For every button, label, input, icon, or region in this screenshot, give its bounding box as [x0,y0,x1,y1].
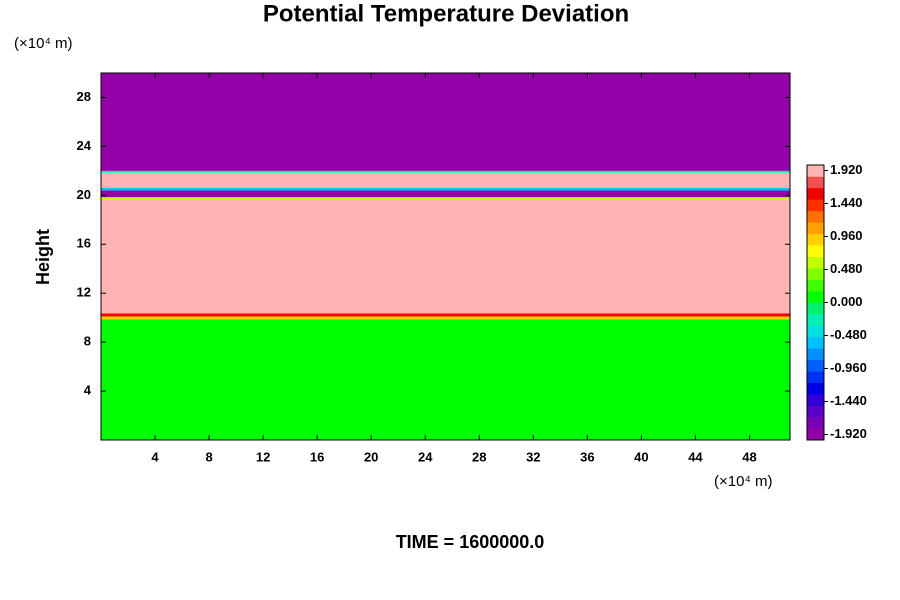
x-unit: (×10⁴ m) [714,473,773,490]
colorbar-box [807,336,824,349]
y-unit: (×10⁴ m) [14,35,73,52]
y-tick-label: 28 [77,89,91,104]
colorbar-box [807,165,824,177]
colorbar-box [807,222,824,235]
colorbar-box [807,405,824,418]
colorbar-box [807,291,824,303]
x-tick-label: 20 [364,449,378,464]
x-tick-label: 12 [256,449,270,464]
x-tick-label: 28 [472,449,486,464]
y-tick-label: 16 [77,236,91,251]
colorbar-tick-label: 1.920 [830,162,863,177]
field-layer [101,187,790,191]
colorbar-tick-label: 0.960 [830,228,863,243]
colorbar-box [807,187,824,200]
colorbar-box [807,176,824,189]
colorbar-box [807,256,824,269]
x-tick-label: 16 [310,449,324,464]
field-layer [101,199,790,314]
colorbar-tick-label: 1.440 [830,195,863,210]
y-tick-label: 8 [84,334,91,349]
y-tick-label: 4 [84,383,92,398]
footer: TIME = 1600000.0 [396,532,545,552]
y-tick-label: 12 [77,285,91,300]
colorbar-box [807,245,824,257]
colorbar-tick-label: 0.000 [830,294,863,309]
x-tick-label: 24 [418,449,433,464]
y-tick-label: 24 [77,138,92,153]
colorbar-tick-label: -0.480 [830,327,867,342]
field-layer [101,316,790,320]
field-layer [101,190,790,198]
field-layer [101,313,790,317]
colorbar-box [807,325,824,338]
colorbar-tick-label: -1.440 [830,393,867,408]
colorbar-box [807,279,824,292]
plot-frame [100,72,791,441]
x-tick-label: 4 [151,449,159,464]
y-axis-label: Height [33,229,53,285]
colorbar-tick-label: -0.960 [830,360,867,375]
field-layer [101,73,790,171]
field-layer [101,197,790,200]
x-tick-label: 36 [580,449,594,464]
x-tick-label: 8 [205,449,212,464]
chart-title: Potential Temperature Deviation [263,0,629,27]
x-tick-label: 32 [526,449,540,464]
x-tick-label: 48 [742,449,756,464]
x-tick-label: 40 [634,449,648,464]
colorbar-box [807,371,824,384]
y-tick-label: 20 [77,187,91,202]
colorbar-box [807,199,824,212]
colorbar-box [807,313,824,326]
field-layer [101,170,790,173]
colorbar-tick-label: 0.480 [830,261,863,276]
colorbar-tick-label: -1.920 [830,426,867,441]
colorbar-box [807,210,824,223]
field-layer [101,172,790,188]
x-tick-label: 44 [688,449,703,464]
colorbar-box [807,394,824,406]
colorbar-box [807,268,824,280]
colorbar-box [807,233,824,246]
colorbar-box [807,359,824,372]
colorbar-box [807,428,824,441]
colorbar-box [807,348,824,361]
colorbar-box [807,417,824,429]
colorbar-box [807,302,824,315]
field-layer [101,319,790,440]
colorbar-box [807,382,824,395]
